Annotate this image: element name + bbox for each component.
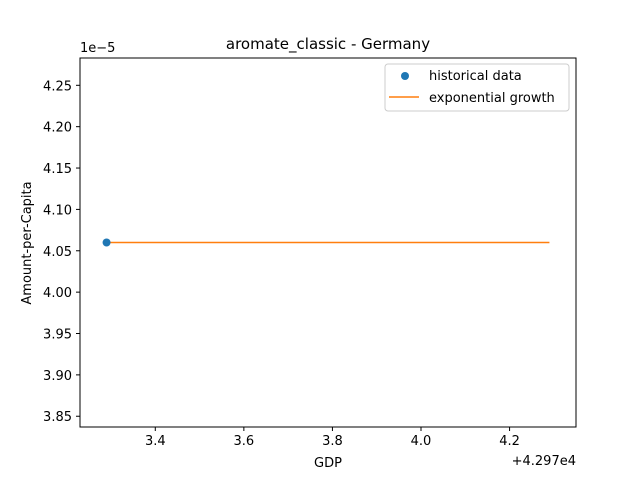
legend-box: [384, 63, 570, 112]
legend-label-historical-data: historical data: [429, 69, 522, 84]
x-tick-label: 3.4: [145, 434, 166, 449]
y-tick-label: 4.15: [43, 162, 72, 177]
x-axis: 3.4 3.6 3.8 4.0 4.2: [145, 427, 520, 449]
y-tick-label: 4.20: [43, 121, 72, 136]
data-point-historical-data: [102, 238, 111, 247]
y-tick-label: 4.00: [43, 286, 72, 301]
legend-label-exponential-growth: exponential growth: [429, 91, 555, 106]
x-axis-title: GDP: [314, 456, 342, 471]
y-tick-label: 3.85: [43, 410, 72, 425]
x-tick-label: 4.2: [499, 434, 520, 449]
x-offset-text: +4.297e4: [512, 454, 576, 469]
y-tick-label: 3.95: [43, 328, 72, 343]
plot-frame: [79, 57, 577, 428]
x-tick-label: 4.0: [411, 434, 432, 449]
y-tick-label: 4.05: [43, 245, 72, 260]
y-tick-label: 4.25: [43, 79, 72, 94]
legend-marker-historical-data: [401, 72, 409, 80]
x-tick-label: 3.6: [234, 434, 255, 449]
y-axis-title: Amount-per-Capita: [20, 181, 35, 304]
chart-title: aromate_classic - Germany: [226, 35, 430, 54]
y-axis: 3.85 3.90 3.95 4.00 4.05 4.10 4.15 4.20 4.25: [43, 79, 80, 425]
legend: historical data exponential growth: [384, 63, 570, 112]
y-scale-text: 1e−5: [80, 41, 115, 56]
y-tick-label: 3.90: [43, 369, 72, 384]
x-tick-label: 3.8: [322, 434, 343, 449]
plot-area: [102, 238, 550, 247]
y-tick-label: 4.10: [43, 203, 72, 218]
